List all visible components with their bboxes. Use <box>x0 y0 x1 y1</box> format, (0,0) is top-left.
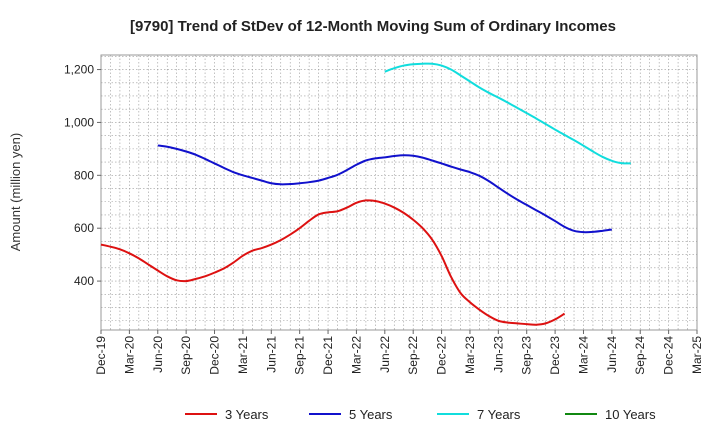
x-tick-label: Mar-23 <box>463 336 477 374</box>
chart-title: [9790] Trend of StDev of 12-Month Moving… <box>130 18 616 35</box>
y-tick-label: 600 <box>74 221 94 235</box>
plot-frame <box>100 54 698 331</box>
x-tick-label: Sep-20 <box>179 336 193 375</box>
y-tick-label: 1,200 <box>64 63 94 77</box>
x-tick-label: Sep-21 <box>293 336 307 375</box>
series-line-5-years <box>157 144 612 234</box>
x-tick-label: Jun-21 <box>264 336 278 373</box>
series-line-3-years <box>100 199 566 326</box>
series-line-7-years <box>384 62 631 165</box>
x-tick-label: Dec-22 <box>435 336 449 375</box>
x-tick-label: Dec-20 <box>208 336 222 375</box>
series-layer <box>100 62 631 326</box>
y-tick-label: 1,000 <box>64 115 94 129</box>
x-tick-label: Jun-24 <box>605 336 619 373</box>
x-tick-label: Dec-24 <box>662 336 676 375</box>
legend: 3 Years 5 Years 7 Years 10 Years <box>185 407 656 422</box>
y-tick-label: 400 <box>74 274 94 288</box>
x-tick-label: Mar-22 <box>349 336 363 374</box>
grid-layer <box>100 54 698 331</box>
legend-label-5-years: 5 Years <box>349 407 393 422</box>
x-tick-label: Dec-23 <box>548 336 562 375</box>
x-tick-label: Mar-24 <box>576 336 590 374</box>
x-tick-label: Mar-20 <box>122 336 136 374</box>
y-tick-label: 800 <box>74 168 94 182</box>
x-tick-label: Dec-19 <box>94 336 108 375</box>
y-axis-label: Amount (million yen) <box>8 133 23 252</box>
x-tick-label: Jun-23 <box>491 336 505 373</box>
legend-label-7-years: 7 Years <box>477 407 521 422</box>
x-tick-label: Dec-21 <box>321 336 335 375</box>
x-tick-label: Mar-25 <box>690 336 704 374</box>
axis-layer: 400 600 800 1,000 1,200 Dec-19 Mar-20 Jun-20 Sep… <box>64 63 704 375</box>
x-tick-label: Jun-22 <box>378 336 392 373</box>
x-tick-label: Jun-20 <box>151 336 165 373</box>
x-tick-label: Mar-21 <box>236 336 250 374</box>
x-tick-label: Sep-23 <box>520 336 534 375</box>
legend-label-3-years: 3 Years <box>225 407 269 422</box>
x-tick-label: Sep-24 <box>633 336 647 375</box>
legend-label-10-years: 10 Years <box>605 407 656 422</box>
x-tick-label: Sep-22 <box>406 336 420 375</box>
